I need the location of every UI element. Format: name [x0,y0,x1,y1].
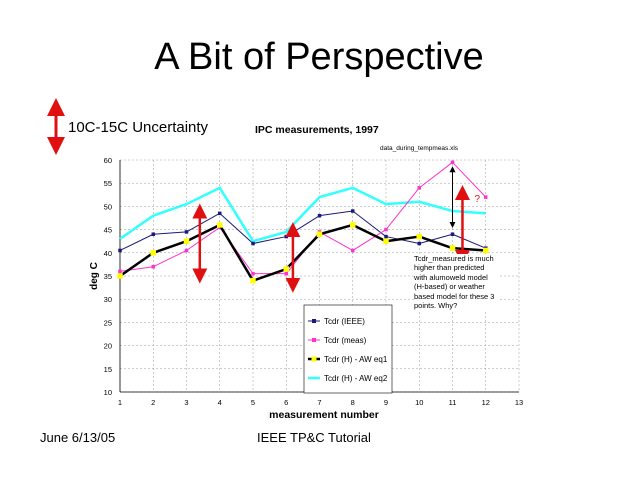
footer-date: June 6/13/05 [40,430,116,445]
legend-label-aw-eq1: Tcdr (H) - AW eq1 [324,355,388,364]
footer-title: IEEE TP&C Tutorial [257,430,371,445]
x-axis-label: measurement number [269,409,379,421]
x-tick-label: 5 [251,398,255,407]
x-tick-label: 4 [218,398,222,407]
data-point [151,232,155,236]
data-point [283,266,289,272]
data-point [449,245,456,251]
data-point [150,250,156,256]
chart-series [117,160,489,284]
chart-title: IPC measurements, 1997 [255,124,379,136]
data-point [417,186,421,190]
data-point [284,271,288,276]
data-point [251,241,255,246]
data-point [184,248,189,253]
x-tick-label: 11 [449,398,457,407]
legend-item-aw-eq1: Tcdr (H) - AW eq1 [308,355,388,364]
y-tick-label: 45 [104,226,112,235]
data-point [316,231,323,237]
y-tick-label: 15 [104,365,112,374]
x-tick-label: 7 [317,398,321,407]
data-point [417,241,421,246]
legend-label-ieee: Tcdr (IEEE) [324,317,365,326]
data-point [118,248,122,253]
legend-label-meas: Tcdr (meas) [324,336,367,345]
data-point [284,234,288,239]
legend-item-meas: Tcdr (meas) [308,336,367,345]
data-point [218,211,222,216]
series-line-2 [119,223,486,282]
series-line-3 [119,186,486,243]
data-point [416,233,422,240]
data-point [118,269,122,274]
data-point [351,209,355,213]
legend: Tcdr (IEEE) Tcdr (meas) Tcdr (H) - AW eq… [303,304,393,394]
y-tick-label: 10 [104,388,112,397]
y-tick-label: 30 [104,295,112,304]
data-point [317,213,322,218]
data-point [183,238,190,244]
data-point [484,195,488,199]
x-tick-label: 12 [482,398,490,407]
x-tick-label: 13 [515,398,523,407]
x-tick-label: 10 [415,398,423,407]
chart-subtitle: data_during_tempmeas.xls [380,145,459,152]
x-tick-label: 8 [351,398,355,407]
y-axis-label: deg C [89,262,100,290]
data-point [450,232,455,236]
data-point [483,247,489,254]
data-point [217,222,223,228]
data-point [384,234,388,239]
data-point [151,264,155,269]
data-point [251,271,255,276]
data-point [384,227,388,232]
uncertainty-label: 10C-15C Uncertainty [68,119,209,136]
y-tick-label: 35 [104,272,112,281]
y-tick-label: 50 [104,202,112,211]
data-point [383,238,389,244]
annotation-note: Tcdr_measured is much higher than predic… [414,254,498,311]
chart-arrows: ? [192,166,481,293]
data-point [184,230,189,234]
legend-item-ieee: Tcdr (IEEE) [308,317,365,326]
x-tick-label: 3 [184,398,188,407]
series-line-0 [119,210,486,251]
x-tick-label: 9 [384,398,388,407]
y-tick-label: 40 [104,249,112,258]
gap-question-mark: ? [475,194,481,205]
data-point [351,248,355,253]
data-point [250,277,256,284]
legend-label-aw-eq2: Tcdr (H) - AW eq2 [324,374,388,383]
y-tick-label: 60 [104,156,112,165]
legend-item-aw-eq2: Tcdr (H) - AW eq2 [308,374,388,383]
x-tick-label: 2 [151,398,155,407]
data-point [450,160,455,165]
data-point [117,273,123,279]
y-tick-label: 25 [104,318,112,327]
x-tick-label: 1 [118,398,122,407]
y-tick-label: 20 [104,342,112,351]
y-tick-label: 55 [104,179,112,188]
slide-title: A Bit of Perspective [154,36,484,78]
x-tick-label: 6 [284,398,288,407]
data-point [350,222,356,228]
